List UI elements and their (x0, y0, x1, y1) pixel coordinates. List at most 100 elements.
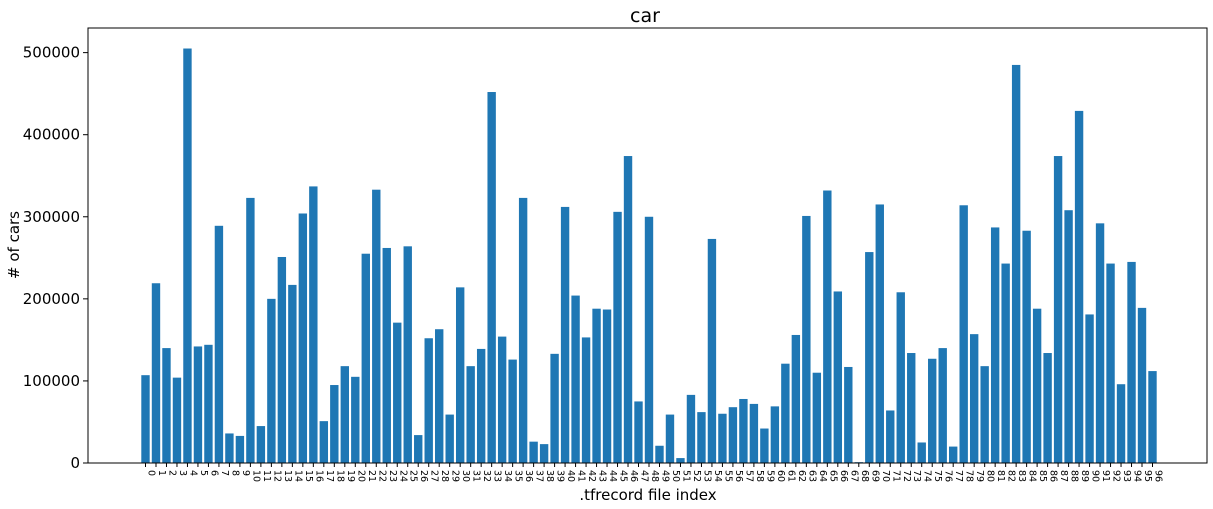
x-tick-label: 44 (607, 470, 618, 482)
x-tick-label: 84 (1027, 470, 1038, 482)
x-tick-label: 66 (838, 470, 849, 482)
bar-61 (781, 363, 790, 463)
bar-84 (1022, 230, 1031, 463)
x-tick-label: 94 (1132, 470, 1143, 482)
x-tick-label: 1 (156, 470, 167, 476)
bar-13 (277, 256, 287, 463)
x-axis-label: .tfrecord file index (579, 486, 716, 504)
x-tick-label: 87 (1058, 470, 1069, 482)
bar-41 (571, 295, 580, 463)
bar-5 (193, 346, 203, 463)
bar-93 (1116, 384, 1126, 463)
bar-36 (518, 197, 528, 463)
x-tick-label: 77 (953, 470, 964, 482)
bar-14 (288, 284, 297, 463)
bar-66 (833, 291, 843, 463)
x-tick-label: 17 (324, 470, 335, 482)
bar-80 (980, 366, 989, 463)
bar-55 (718, 413, 727, 463)
bar-51 (676, 458, 685, 463)
bar-7 (214, 225, 224, 463)
bar-44 (602, 309, 612, 463)
chart-title: car (630, 5, 660, 27)
x-tick-label: 71 (890, 470, 901, 482)
bar-75 (928, 358, 937, 463)
x-tick-label: 41 (576, 470, 587, 482)
x-tick-label: 72 (901, 470, 912, 482)
bar-96 (1148, 371, 1157, 463)
bar-27 (424, 338, 433, 463)
bar-12 (267, 298, 276, 463)
bar-72 (896, 292, 905, 463)
bar-64 (812, 372, 822, 463)
bar-35 (508, 359, 517, 463)
bar-3 (172, 377, 182, 463)
x-tick-label: 62 (796, 470, 807, 482)
x-tick-label: 70 (880, 470, 891, 482)
x-tick-label: 51 (680, 470, 691, 482)
x-tick-label: 27 (429, 470, 440, 482)
bar-58 (749, 403, 759, 463)
bar-57 (739, 398, 748, 463)
x-tick-label: 54 (712, 470, 723, 482)
bar-49 (655, 445, 664, 463)
bar-6 (204, 344, 213, 463)
bar-47 (634, 401, 643, 463)
y-tick-label: 400000 (23, 126, 80, 144)
x-tick-label: 90 (1090, 470, 1101, 482)
x-tick-label: 59 (764, 470, 775, 482)
bar-91 (1095, 223, 1105, 463)
x-tick-label: 48 (649, 470, 660, 482)
bar-76 (938, 348, 947, 463)
bar-59 (760, 428, 769, 463)
bar-31 (466, 366, 475, 463)
x-tick-label: 45 (618, 470, 629, 482)
bar-1 (151, 283, 161, 463)
bar-88 (1064, 210, 1073, 463)
x-tick-label: 24 (397, 470, 408, 482)
bar-67 (844, 366, 853, 463)
bar-22 (372, 189, 381, 463)
bar-17 (319, 421, 329, 463)
bar-94 (1127, 261, 1136, 463)
x-tick-label: 68 (859, 470, 870, 482)
x-tick-label: 85 (1037, 470, 1048, 482)
bar-81 (990, 227, 1000, 463)
bar-29 (445, 414, 454, 463)
bar-56 (728, 407, 738, 463)
x-tick-label: 53 (701, 470, 712, 482)
x-tick-label: 63 (806, 470, 817, 482)
bar-26 (414, 435, 423, 463)
bar-71 (886, 410, 895, 463)
bar-25 (403, 246, 412, 463)
x-tick-label: 60 (775, 470, 786, 482)
bar-45 (613, 211, 622, 463)
x-tick-label: 43 (597, 470, 608, 482)
bar-10 (246, 197, 255, 463)
x-tick-label: 75 (932, 470, 943, 482)
x-tick-label: 81 (995, 470, 1006, 482)
x-tick-label: 73 (911, 470, 922, 482)
bar-16 (309, 186, 318, 463)
x-tick-label: 26 (418, 470, 429, 482)
x-tick-label: 67 (848, 470, 859, 482)
x-tick-label: 40 (565, 470, 576, 482)
bar-53 (697, 412, 706, 463)
y-tick-label: 500000 (23, 44, 80, 62)
x-tick-label: 36 (523, 470, 534, 482)
x-tick-label: 57 (743, 470, 754, 482)
x-tick-label: 23 (387, 470, 398, 482)
x-tick-label: 95 (1142, 470, 1153, 482)
bar-9 (235, 435, 245, 463)
bar-21 (361, 253, 370, 463)
x-tick-label: 69 (869, 470, 880, 482)
bar-82 (1001, 263, 1010, 463)
bar-73 (907, 353, 916, 463)
x-tick-label: 4 (187, 470, 198, 476)
x-tick-label: 91 (1100, 470, 1111, 482)
bar-83 (1011, 64, 1021, 464)
bar-2 (162, 348, 171, 463)
bar-74 (917, 442, 926, 463)
y-axis-label: # of cars (5, 211, 23, 279)
x-tick-label: 25 (408, 470, 419, 482)
